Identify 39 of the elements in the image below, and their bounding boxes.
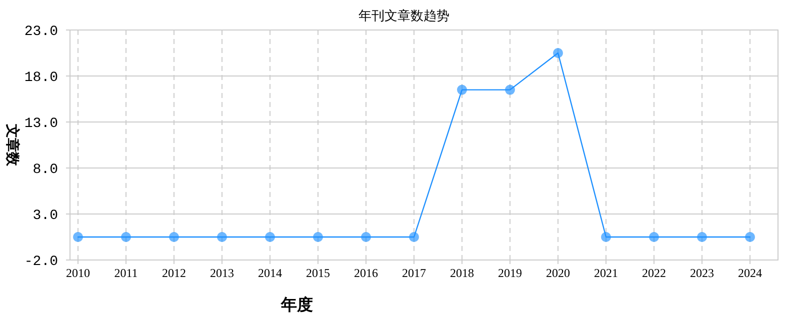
- x-axis-title: 年度: [280, 295, 313, 314]
- point: [697, 232, 707, 242]
- x-tick-label: 2023: [690, 266, 714, 280]
- x-tick-label: 2012: [162, 266, 186, 280]
- x-tick-label: 2016: [354, 266, 378, 280]
- point: [217, 232, 227, 242]
- y-tick-label: 13.0: [24, 116, 58, 132]
- y-axis-title: 文章数: [4, 123, 21, 167]
- point: [601, 232, 611, 242]
- point: [745, 232, 755, 242]
- x-tick-label: 2013: [210, 266, 234, 280]
- point: [649, 232, 659, 242]
- point: [361, 232, 371, 242]
- point: [169, 232, 179, 242]
- point: [73, 232, 83, 242]
- x-tick-label: 2010: [66, 266, 90, 280]
- point: [121, 232, 131, 242]
- x-tick-label: 2020: [546, 266, 570, 280]
- x-tick-label: 2021: [594, 266, 618, 280]
- y-tick-label: 8.0: [32, 162, 58, 178]
- x-tick-label: 2022: [642, 266, 666, 280]
- y-tick-label: 23.0: [24, 24, 58, 40]
- point: [457, 84, 467, 95]
- x-tick-label: 2015: [306, 266, 330, 280]
- point: [553, 48, 563, 58]
- point: [313, 232, 323, 242]
- x-tick-label: 2014: [258, 266, 282, 280]
- x-tick-label: 2017: [402, 266, 426, 280]
- chart-title: 年刊文章数趋势: [358, 8, 450, 23]
- point: [265, 232, 275, 242]
- y-tick-label: 18.0: [24, 70, 58, 86]
- x-tick-label: 2024: [738, 266, 762, 280]
- y-tick-label: 3.0: [32, 208, 58, 224]
- y-tick-label: -2.0: [24, 254, 58, 270]
- x-tick-label: 2018: [450, 266, 474, 280]
- point: [505, 84, 515, 95]
- point: [409, 232, 419, 242]
- x-tick-label: 2011: [114, 266, 138, 280]
- x-tick-label: 2019: [498, 266, 522, 280]
